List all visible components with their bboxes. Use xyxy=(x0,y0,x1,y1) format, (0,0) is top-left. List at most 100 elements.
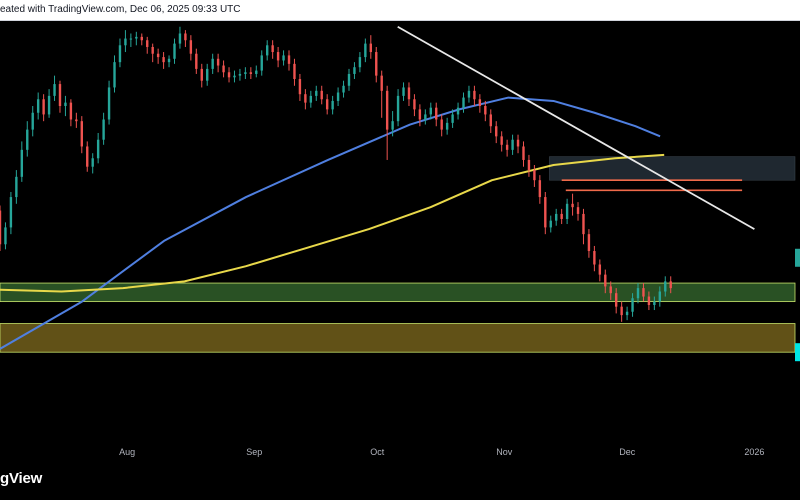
price-zone-olive xyxy=(0,323,796,353)
candle-body xyxy=(271,45,274,53)
candle-body xyxy=(516,139,520,147)
candle-body xyxy=(587,234,591,252)
candle-body xyxy=(91,158,94,167)
moving-average-blue xyxy=(0,96,661,350)
candle-body xyxy=(146,40,149,47)
candle-body xyxy=(424,114,427,120)
price-scale-marker-1 xyxy=(795,248,800,267)
candle-body xyxy=(353,67,356,74)
candle-body xyxy=(304,94,307,103)
moving-average-yellow xyxy=(0,153,665,293)
candle-body xyxy=(369,43,373,53)
candle-body xyxy=(495,126,498,137)
chart-header-bar: eated with TradingView.com, Dec 06, 2025… xyxy=(0,0,800,21)
candle-body xyxy=(413,99,416,110)
candle-body xyxy=(565,203,569,219)
candle-body xyxy=(462,97,465,108)
candle-body xyxy=(451,114,454,123)
x-axis-label-nov: Nov xyxy=(496,447,513,457)
candle-body xyxy=(173,43,176,59)
candle-body xyxy=(364,43,367,58)
candle-body xyxy=(265,45,269,56)
candle-body xyxy=(336,92,340,101)
candle-body xyxy=(189,40,193,54)
tradingview-logo: gView xyxy=(0,470,43,487)
price-zone-gray xyxy=(549,156,796,181)
candle-body xyxy=(118,45,122,63)
candle-body xyxy=(113,62,116,88)
descending-trendline xyxy=(397,25,755,230)
candle-body xyxy=(582,213,585,235)
candle-body xyxy=(522,146,525,160)
candle-body xyxy=(151,46,154,54)
x-axis-label-oct: Oct xyxy=(370,447,385,457)
candle-body xyxy=(658,291,662,302)
candle-body xyxy=(642,288,645,297)
candle-body xyxy=(129,38,133,40)
candle-body xyxy=(315,90,318,96)
candle-body xyxy=(620,306,623,316)
x-axis-label-dec: Dec xyxy=(619,447,636,457)
candle-body xyxy=(347,73,351,86)
chart-attribution: eated with TradingView.com, Dec 06, 2025… xyxy=(0,4,241,15)
candle-body xyxy=(636,288,640,299)
candle-body xyxy=(653,301,656,305)
candle-body xyxy=(511,139,514,150)
candle-body xyxy=(533,170,536,181)
candle-body xyxy=(282,55,285,61)
candle-body xyxy=(293,63,296,80)
candle-body xyxy=(86,146,89,167)
candle-body xyxy=(435,107,438,120)
candle-body xyxy=(396,95,400,122)
candle-body xyxy=(647,296,651,305)
candle-body xyxy=(162,57,165,63)
x-axis-label-sep: Sep xyxy=(246,447,262,457)
candle-body xyxy=(538,180,542,198)
candle-body xyxy=(20,149,24,177)
candle-body xyxy=(391,121,394,130)
candle-body xyxy=(184,33,187,41)
candle-body xyxy=(500,136,503,145)
candle-body xyxy=(47,95,51,115)
candle-body xyxy=(69,102,73,120)
candle-body xyxy=(31,112,34,130)
candle-body xyxy=(560,213,563,219)
candle-body xyxy=(402,87,405,96)
candle-body xyxy=(80,121,83,147)
candle-body xyxy=(604,274,607,287)
candle-body xyxy=(156,53,160,58)
candle-body xyxy=(473,90,476,100)
candle-body xyxy=(625,311,629,316)
candle-body xyxy=(593,251,596,265)
candle-body xyxy=(15,176,18,198)
candle-body xyxy=(178,33,182,44)
candle-body xyxy=(631,298,634,312)
candle-body xyxy=(358,57,362,68)
candle-body xyxy=(200,68,203,81)
candle-body xyxy=(375,52,378,76)
candle-body xyxy=(576,207,580,214)
candle-body xyxy=(9,197,13,228)
candle-body xyxy=(255,70,258,74)
candle-body xyxy=(287,55,291,64)
candle-body xyxy=(135,36,138,39)
candle-body xyxy=(614,293,618,307)
candle-body xyxy=(4,227,7,245)
candle-body xyxy=(64,102,67,106)
candle-body xyxy=(544,197,547,228)
candle-body xyxy=(440,119,443,130)
candle-body xyxy=(102,119,105,140)
candle-body xyxy=(222,65,225,73)
candle-body xyxy=(342,85,345,93)
price-chart[interactable]: Aug Sep Oct Nov Dec 2026 xyxy=(0,20,800,500)
candle-body xyxy=(467,90,471,98)
candle-body xyxy=(478,99,482,106)
candle-body xyxy=(407,87,411,100)
candle-body xyxy=(107,87,111,120)
candle-body xyxy=(571,203,574,208)
candle-body xyxy=(380,75,383,91)
candle-body xyxy=(276,52,280,61)
candle-body xyxy=(238,73,242,76)
candle-body xyxy=(195,53,198,69)
candle-body xyxy=(456,107,460,115)
